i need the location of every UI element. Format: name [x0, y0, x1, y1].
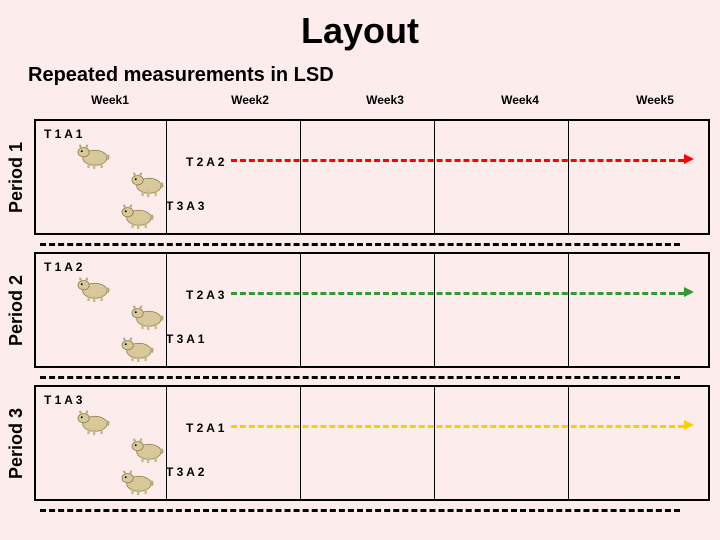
treatment-label: T 3 A 3 [166, 199, 204, 213]
timeline-line [231, 425, 684, 428]
timeline-line [231, 292, 684, 295]
column-divider [166, 254, 167, 366]
period-divider [40, 509, 680, 512]
treatment-label: T 3 A 2 [166, 465, 204, 479]
period-divider [40, 376, 680, 379]
column-divider [434, 254, 435, 366]
column-divider [166, 387, 167, 499]
period-box: T 1 A 2T 2 A 3T 3 A 1 [34, 252, 710, 368]
period-divider [40, 243, 680, 246]
treatment-label: T 2 A 1 [186, 421, 224, 435]
treatment-label: T 3 A 1 [166, 332, 204, 346]
column-divider [300, 387, 301, 499]
arrow-head-icon [684, 420, 694, 430]
page-title: Layout [0, 0, 720, 52]
goat-icon [118, 465, 156, 495]
column-divider [568, 254, 569, 366]
timeline-line [231, 159, 684, 162]
period-box: T 1 A 1T 2 A 2T 3 A 3 [34, 119, 710, 235]
goat-icon [74, 272, 112, 302]
period-row: Period 1 T 1 A 1T 2 A 2T 3 A 3 [0, 119, 720, 235]
period-label: Period 3 [0, 385, 34, 501]
period-row: Period 2 T 1 A 2T 2 A 3T 3 A 1 [0, 252, 720, 368]
period-label: Period 1 [0, 119, 34, 235]
column-divider [300, 121, 301, 233]
period-box: T 1 A 3T 2 A 1T 3 A 2 [34, 385, 710, 501]
week-label: Week4 [501, 93, 539, 107]
goat-icon [74, 139, 112, 169]
column-divider [300, 254, 301, 366]
column-divider [568, 387, 569, 499]
goat-icon [118, 199, 156, 229]
treatment-label: T 2 A 3 [186, 288, 224, 302]
column-divider [434, 121, 435, 233]
column-divider [166, 121, 167, 233]
week-label: Week1 [91, 93, 129, 107]
page-subtitle: Repeated measurements in LSD [0, 52, 720, 93]
arrow-head-icon [684, 154, 694, 164]
goat-icon [118, 332, 156, 362]
week-label: Week5 [636, 93, 674, 107]
column-divider [568, 121, 569, 233]
goat-icon [74, 405, 112, 435]
week-header: Week1 Week2 Week3 Week4 Week5 [0, 93, 720, 113]
goat-icon [128, 300, 166, 330]
column-divider [434, 387, 435, 499]
period-row: Period 3 T 1 A 3T 2 A 1T 3 A 2 [0, 385, 720, 501]
goat-icon [128, 167, 166, 197]
week-label: Week2 [231, 93, 269, 107]
goat-icon [128, 433, 166, 463]
period-label: Period 2 [0, 252, 34, 368]
arrow-head-icon [684, 287, 694, 297]
week-label: Week3 [366, 93, 404, 107]
treatment-label: T 2 A 2 [186, 155, 224, 169]
